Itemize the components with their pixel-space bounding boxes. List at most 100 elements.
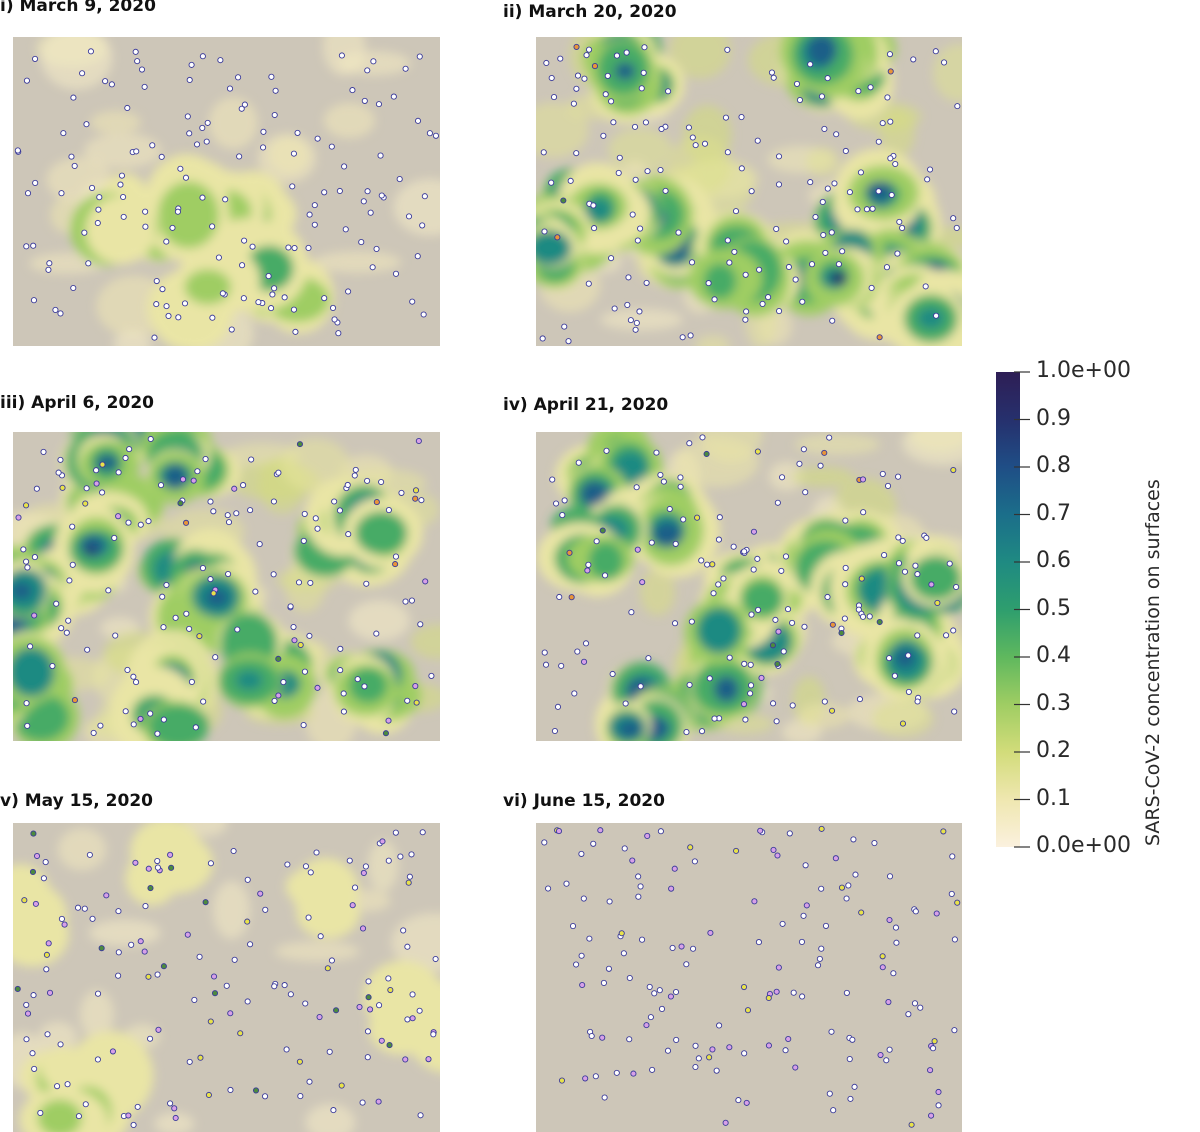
agent-marker <box>860 509 867 516</box>
agent-marker <box>234 626 241 633</box>
agent-marker <box>42 859 49 866</box>
agent-marker <box>559 512 566 519</box>
agent-marker <box>894 250 901 257</box>
agent-marker <box>780 648 787 655</box>
agent-marker <box>141 83 148 90</box>
agent-marker <box>643 279 650 286</box>
agent-marker <box>875 188 882 195</box>
agent-marker <box>307 869 314 876</box>
agent-marker <box>337 645 344 652</box>
agent-marker <box>82 500 89 507</box>
agent-marker <box>163 581 170 589</box>
agent-marker <box>86 851 93 858</box>
agent-marker <box>600 979 607 986</box>
agent-marker <box>328 143 335 150</box>
colorbar-tick-label: 0.5 <box>1036 595 1071 621</box>
agent-marker <box>692 1042 699 1049</box>
agent-marker <box>312 515 319 522</box>
agent-marker <box>579 981 586 989</box>
agent-marker <box>53 600 60 607</box>
panel-title-vi: vi) June 15, 2020 <box>503 791 665 811</box>
agent-marker <box>664 1047 672 1054</box>
agent-marker <box>720 575 727 582</box>
agent-marker <box>724 237 731 244</box>
agent-marker <box>895 560 903 567</box>
agent-marker <box>147 710 154 717</box>
agent-marker <box>819 198 826 206</box>
agent-marker <box>826 1090 833 1097</box>
agent-marker <box>541 649 548 656</box>
agent-marker <box>581 658 588 665</box>
agent-marker <box>111 534 118 541</box>
agent-marker <box>875 138 882 145</box>
agent-marker <box>409 991 416 998</box>
agent-marker <box>883 264 890 271</box>
agent-marker <box>93 480 100 487</box>
concentration-hotspot <box>85 196 156 265</box>
agent-marker <box>81 229 88 236</box>
agent-marker <box>268 305 275 312</box>
colorbar: 1.0e+00 0.9 0.8 0.7 0.6 0.5 0.4 0.3 0.2 0.1 0.0e+0… <box>990 358 1190 858</box>
agent-marker <box>624 301 631 308</box>
agent-marker <box>112 632 119 639</box>
agent-marker <box>289 183 296 190</box>
agent-marker <box>922 283 929 290</box>
agent-marker <box>151 334 158 341</box>
concentration-hotspot <box>125 851 179 906</box>
agent-marker <box>671 620 679 627</box>
agent-marker <box>657 166 664 174</box>
agent-marker <box>635 893 642 900</box>
agent-markers <box>14 48 439 341</box>
agent-marker <box>207 576 214 583</box>
agent-marker <box>643 1022 650 1029</box>
agent-marker <box>402 65 409 72</box>
agent-marker <box>247 507 254 514</box>
agent-marker <box>867 84 874 91</box>
concentration-hotspot <box>235 670 263 690</box>
agent-marker <box>690 945 697 952</box>
agent-marker <box>378 478 385 486</box>
agent-marker <box>883 1057 890 1064</box>
agent-marker <box>838 629 845 637</box>
agent-marker <box>365 978 372 985</box>
agent-marker <box>154 864 161 871</box>
agent-marker <box>294 129 301 136</box>
agent-marker <box>949 853 956 860</box>
concentration-haze <box>669 37 731 79</box>
agent-marker <box>807 179 814 186</box>
agent-marker <box>641 44 648 51</box>
agent-marker <box>669 944 676 951</box>
agent-marker <box>838 884 846 891</box>
agent-marker <box>364 1028 372 1035</box>
agent-marker <box>629 857 636 864</box>
agent-marker <box>186 625 193 632</box>
agent-marker <box>335 330 342 337</box>
agent-marker <box>647 1014 654 1021</box>
agent-marker <box>225 519 233 526</box>
agent-marker <box>147 1035 154 1042</box>
agent-marker <box>430 1031 437 1038</box>
agent-marker <box>726 654 733 661</box>
agent-marker <box>658 125 665 133</box>
agent-marker <box>96 194 103 201</box>
agent-marker <box>338 52 345 59</box>
agent-marker <box>31 1065 38 1072</box>
agent-marker <box>328 957 335 964</box>
agent-marker <box>601 572 609 579</box>
agent-marker <box>772 616 779 623</box>
agent-marker <box>57 1041 64 1048</box>
agent-marker <box>196 953 203 960</box>
agent-marker <box>558 662 565 669</box>
agent-marker <box>601 1094 608 1101</box>
agent-marker <box>616 154 623 161</box>
agent-marker <box>709 561 716 568</box>
agent-marker <box>680 516 687 523</box>
agent-marker <box>70 94 77 101</box>
agent-marker <box>935 1088 942 1096</box>
agent-marker <box>672 540 679 547</box>
colorbar-tick-label: 0.3 <box>1036 690 1071 716</box>
agent-marker <box>748 188 755 195</box>
agent-marker <box>750 528 758 535</box>
agent-marker <box>69 523 76 530</box>
agent-marker <box>188 61 195 68</box>
